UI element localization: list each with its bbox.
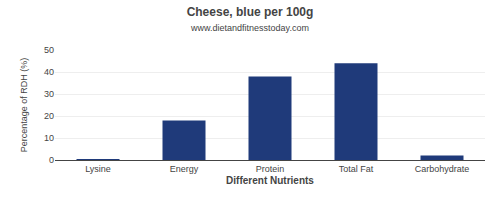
svg-text:Protein: Protein <box>256 164 285 174</box>
svg-text:Cheese, blue per 100gwww.dieta: Cheese, blue per 100gwww.dietandfitnesst… <box>187 5 314 34</box>
svg-text:Energy: Energy <box>170 164 199 174</box>
svg-text:40: 40 <box>44 67 54 77</box>
svg-text:Total Fat: Total Fat <box>339 164 374 174</box>
svg-text:Different Nutrients: Different Nutrients <box>226 175 314 186</box>
svg-text:Carbohydrate: Carbohydrate <box>415 164 470 174</box>
svg-text:Lysine: Lysine <box>85 164 111 174</box>
svg-text:Percentage of RDH (%): Percentage of RDH (%) <box>19 58 29 153</box>
svg-text:50: 50 <box>44 45 54 55</box>
svg-text:30: 30 <box>44 89 54 99</box>
svg-text:20: 20 <box>44 111 54 121</box>
svg-text:10: 10 <box>44 133 54 143</box>
svg-text:0: 0 <box>49 155 54 165</box>
